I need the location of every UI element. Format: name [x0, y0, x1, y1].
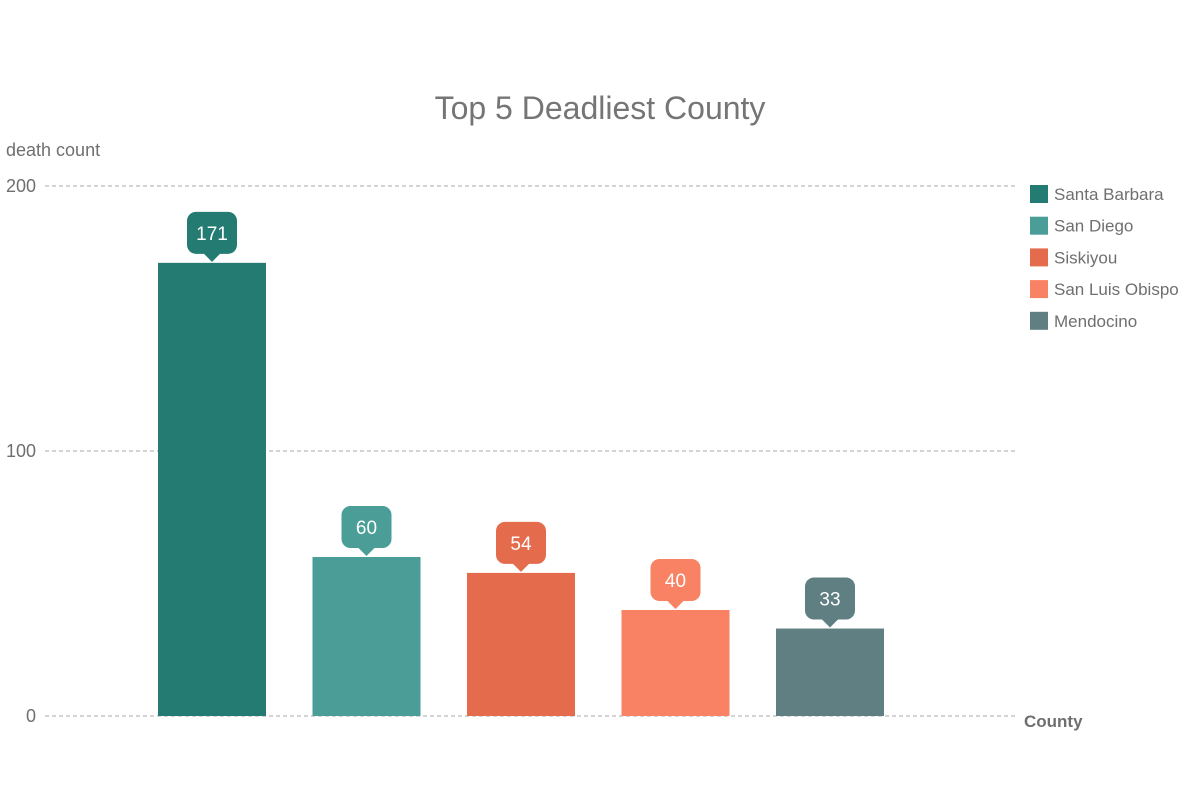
legend-swatch: [1030, 248, 1048, 267]
data-label-bubble: [341, 506, 392, 548]
bar-san-diego: [312, 557, 421, 716]
data-label: 171: [196, 224, 228, 245]
y-tick-label: 0: [26, 706, 36, 726]
legend-label: San Diego: [1054, 217, 1133, 236]
x-axis-label: County: [1024, 712, 1083, 731]
bars: [158, 262, 884, 716]
data-label-pointer: [357, 547, 376, 556]
data-label-pointer: [821, 618, 839, 628]
chart-title: Top 5 Deadliest County: [435, 90, 766, 126]
data-label-bubble: [805, 577, 855, 620]
legend-swatch: [1030, 185, 1048, 203]
y-tick-label: 200: [6, 176, 36, 196]
data-label: 40: [665, 571, 686, 592]
data-label: 54: [510, 534, 532, 555]
data-labels: 171 60 54 40 33: [187, 211, 855, 628]
y-tick-label: 100: [6, 441, 36, 461]
data-label-bubble: [496, 521, 546, 564]
legend-label: Santa Barbara: [1054, 185, 1164, 204]
legend-swatch: [1030, 280, 1048, 299]
bar-siskiyou: [467, 572, 575, 716]
bar-mendocino: [776, 628, 884, 716]
data-label: 60: [356, 518, 377, 539]
y-axis-label: death count: [6, 140, 100, 160]
data-label-pointer: [203, 252, 221, 262]
bar-santa-barbara: [158, 262, 266, 716]
legend-swatch: [1030, 216, 1048, 235]
legend: Santa Barbara San Diego Siskiyou San Luis O…: [1030, 185, 1179, 331]
data-label-bubble: [650, 559, 701, 601]
legend-swatch: [1030, 311, 1048, 330]
legend-label: Siskiyou: [1054, 248, 1117, 267]
data-label-bubble: [187, 211, 237, 254]
legend-label: San Luis Obispo: [1054, 280, 1179, 299]
data-label-pointer: [512, 562, 530, 572]
legend-label: Mendocino: [1054, 312, 1137, 331]
bar-san-luis-obispo: [621, 610, 730, 716]
y-axis-ticks: 0 100 200: [6, 176, 36, 726]
data-label-pointer: [666, 600, 685, 609]
data-label: 33: [819, 590, 840, 611]
